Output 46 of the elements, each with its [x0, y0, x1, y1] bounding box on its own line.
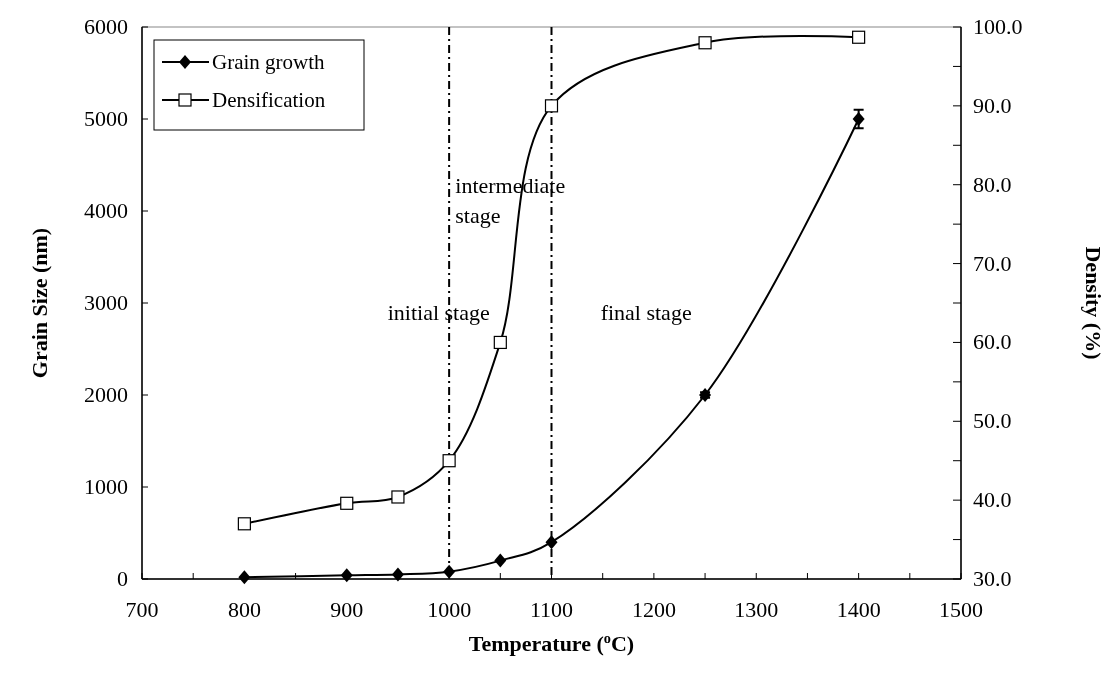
x-tick-label: 900 [330, 597, 364, 622]
y-tick-label: 5000 [84, 106, 128, 131]
legend-label: Densification [212, 88, 326, 112]
annotation: initial stage [387, 299, 490, 325]
point [442, 454, 456, 468]
x-tick-label: 1400 [836, 597, 881, 622]
y2-tick-label: 40.0 [973, 487, 1012, 513]
y2-axis-title: Density (%) [1081, 246, 1106, 360]
y-tick-label: 3000 [84, 290, 128, 315]
x-tick-label: 1500 [939, 597, 983, 622]
y2-tick-label: 30.0 [973, 566, 1012, 591]
x-tick-label: 1100 [529, 597, 574, 622]
point [238, 570, 251, 585]
point [237, 517, 251, 531]
x-tick-label: 800 [227, 597, 261, 622]
point [340, 496, 354, 510]
y2-tick-label: 80.0 [973, 171, 1012, 197]
y-tick-label: 6000 [84, 14, 128, 39]
x-axis-title: Temperature ($^{o}$C) [468, 630, 635, 656]
x-tick-label: 1200 [631, 597, 676, 622]
point [443, 564, 456, 579]
x-tick-label: 1300 [734, 597, 779, 622]
y-tick-label: 0 [117, 566, 128, 591]
y-tick-label: 4000 [84, 198, 128, 223]
y2-tick-label: 100.0 [973, 14, 1023, 39]
y-tick-label: 2000 [84, 382, 128, 407]
point [391, 490, 405, 504]
point [494, 553, 507, 568]
point [545, 535, 558, 550]
point [340, 568, 353, 583]
legend-label: Grain growth [212, 50, 326, 74]
y-axis-title: Grain Size (nm) [27, 227, 52, 379]
point [544, 99, 559, 113]
y2-tick-label: 70.0 [973, 250, 1012, 276]
point [852, 30, 866, 44]
y2-tick-label: 90.0 [973, 92, 1012, 118]
x-tick-label: 1000 [427, 597, 472, 622]
y2-tick-label: 60.0 [973, 329, 1012, 355]
x-tick-label: 700 [125, 597, 159, 622]
point [698, 36, 712, 50]
annotation: final stage [600, 299, 692, 325]
point [391, 567, 404, 582]
point [493, 335, 507, 350]
y-tick-label: 1000 [84, 474, 128, 499]
point [852, 112, 865, 126]
y2-tick-label: 50.0 [973, 408, 1012, 434]
